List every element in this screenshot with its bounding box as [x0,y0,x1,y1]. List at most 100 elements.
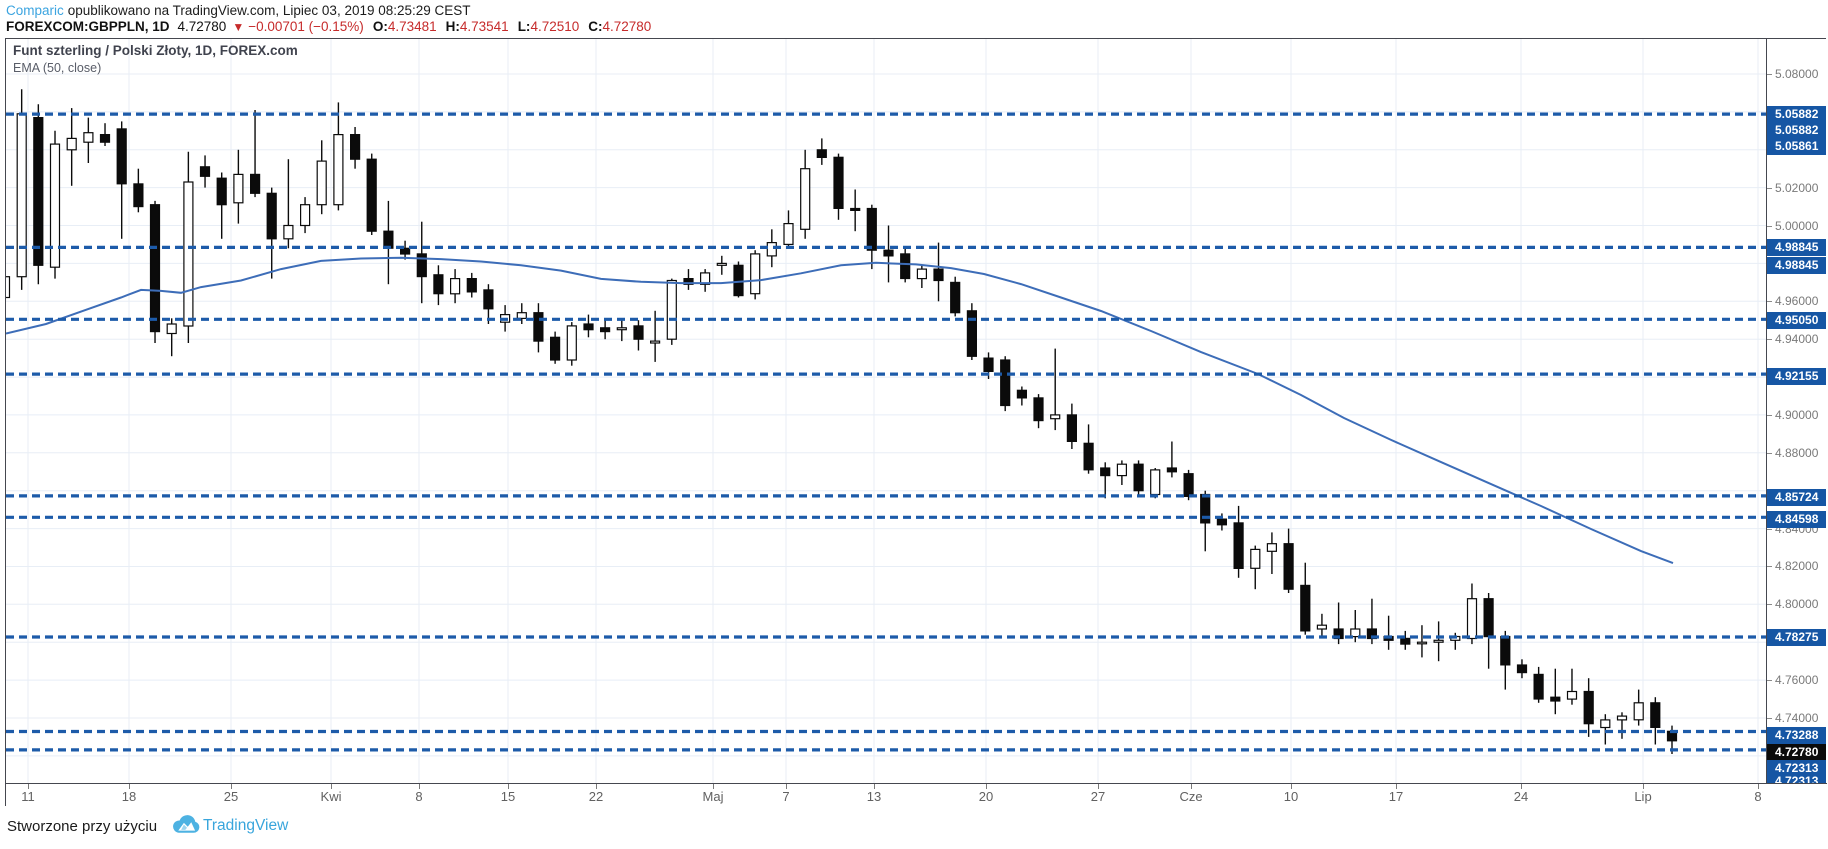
time-tick-mark [419,784,420,789]
tradingview-brand-text: TradingView [203,817,289,834]
candle [583,314,594,338]
tradingview-link[interactable]: TradingView [172,815,288,840]
time-tick-label: 10 [1283,789,1299,804]
candle [1250,545,1261,590]
level-price-badge: 4.98845 [1767,238,1826,256]
footer: Stworzone przy użyciu TradingView [0,806,1828,849]
candle [83,117,94,163]
candle [16,89,27,290]
candle [1566,668,1578,705]
price-tick-label: 5.00000 [1767,219,1826,233]
level-price-badge: 5.05882 [1767,105,1826,123]
candle [966,303,978,360]
candle [1166,441,1178,478]
time-tick-label: Kwi [320,789,342,804]
high-label: H: [445,19,460,34]
price-tick-label: 4.96000 [1767,294,1826,308]
time-tick-mark [1098,784,1099,789]
candle [549,331,561,364]
candle [1016,386,1028,406]
candle [783,210,794,249]
time-tick-label: 13 [866,789,882,804]
time-tick-label: 8 [1754,789,1762,804]
candle [616,318,627,342]
candle [1616,712,1628,739]
candle [1633,689,1644,726]
candle [400,240,411,260]
candle [766,229,777,268]
candle [1433,621,1444,662]
publisher-link[interactable]: Comparic [6,3,64,18]
candle [416,221,427,304]
chart-plot-area[interactable]: Funt szterling / Polski Złoty, 1D, FOREX… [6,39,1766,783]
tick-dash [1767,74,1772,76]
time-tick-label: 11 [21,789,35,804]
level-price-badge: 5.05882 [1767,121,1826,139]
candle [33,104,44,285]
tick-dash [1767,301,1772,303]
candle [1100,462,1111,499]
low-label: L: [517,19,531,34]
level-price-badge: 4.73288 [1767,726,1826,744]
candle [516,303,527,324]
time-tick-mark [596,784,597,789]
candle [1000,356,1011,412]
candle [483,284,494,324]
candle [800,149,811,239]
time-tick-mark [986,784,987,789]
candle [750,250,761,300]
close-label: C: [588,19,603,34]
candle [850,189,861,232]
tick-dash [1767,226,1772,228]
time-tick-label: 8 [415,789,423,804]
candle [1600,714,1611,745]
tick-dash [1767,604,1772,606]
candle [1133,460,1144,495]
price-tick-label: 4.90000 [1767,408,1826,422]
candle [1033,394,1044,429]
tick-dash [1767,529,1772,531]
time-tick-mark [231,784,232,789]
candle [6,276,11,299]
time-tick-mark [1521,784,1522,789]
low-value: 4.72510 [530,19,580,34]
candle [133,168,144,213]
candle [49,130,61,279]
candle [433,265,444,306]
candle [1400,630,1411,650]
candle [866,204,877,270]
tick-dash [1767,680,1772,682]
candle [900,248,911,283]
close-value: 4.72780 [602,19,652,34]
candle [883,225,894,283]
candle [916,265,928,288]
time-tick-label: 20 [978,789,994,804]
candle [1583,678,1594,737]
candle [733,261,744,298]
price-axis[interactable]: 5.08000 5.02000 5.00000 4.96000 4.94000 4.900… [1766,39,1826,783]
candle [1650,697,1661,745]
candle [333,102,344,211]
candle [233,149,244,224]
time-tick-label: 17 [1388,789,1404,804]
candle [599,320,611,340]
symbol-label: FOREXCOM:GBPPLN, 1D [6,19,170,34]
time-tick-mark [1291,784,1292,789]
last-price: 4.72780 [177,19,227,34]
time-tick-label: 24 [1513,789,1529,804]
candle [199,155,211,188]
candle [250,110,261,198]
tick-dash [1767,188,1772,190]
candle [1383,615,1394,650]
time-tick-mark [508,784,509,789]
tick-dash [1767,415,1772,417]
tick-dash [1767,453,1772,455]
candle [649,310,661,362]
candle [1233,505,1244,578]
time-tick-label: 7 [782,789,790,804]
candle [99,123,111,146]
time-tick-label: 15 [500,789,516,804]
candle [149,200,161,343]
time-axis[interactable]: 11 18 25 Kwi 8 15 22 Maj 7 13 20 27 Cze 10 17 24 Lip 8 [6,783,1827,806]
